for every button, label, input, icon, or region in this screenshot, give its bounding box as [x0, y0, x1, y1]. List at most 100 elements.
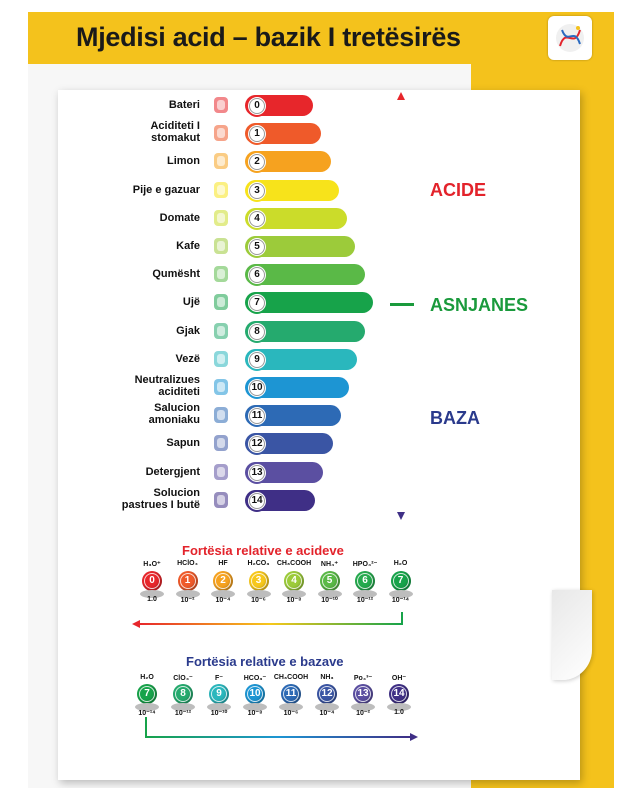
ph-row-label: Gjak [176, 324, 200, 337]
constant-label: 10⁻¹² [356, 597, 374, 604]
ph-row: Pije e gazuar 3 [0, 177, 400, 205]
strength-number: 13 [355, 686, 371, 702]
ph-row: Bateri 0 [0, 92, 400, 120]
ball-shadow [171, 703, 195, 711]
constant-label: 10⁻¹⁰ [210, 710, 228, 717]
publisher-logo [548, 16, 592, 60]
formula-label: ClO₄⁻ [173, 675, 193, 682]
ph-row: Salucion amoniaku 11 [0, 402, 400, 430]
formula-label: H₃O⁺ [143, 561, 161, 568]
ph-value: 0 [249, 98, 265, 114]
ball-shadow [388, 590, 413, 598]
strength-number: 3 [250, 573, 267, 589]
strength-number: 9 [211, 686, 227, 702]
ph-row-label: Ujë [182, 296, 200, 309]
tomato-icon [210, 207, 232, 229]
stomach-icon [210, 376, 232, 398]
formula-label: H₂O [393, 560, 408, 567]
ph-value-badge: 13 [246, 461, 268, 484]
ph-value-badge: 0 [246, 95, 268, 117]
ph-value: 8 [249, 323, 265, 340]
constant-label: 10⁻⁸ [247, 710, 263, 717]
strength-number: 4 [286, 573, 302, 589]
strength-ball: 4 [284, 571, 304, 591]
ph-value-badge: 2 [246, 151, 268, 174]
ph-row-label: Aciditeti I stomakut [150, 120, 200, 145]
constant-label: 10⁻² [180, 597, 195, 604]
ph-row-label: Qumësht [152, 268, 200, 281]
strength-number: 1 [179, 573, 196, 589]
base-strength-title: Fortësia relative e bazave [186, 654, 344, 669]
sink-icon [210, 489, 232, 511]
ph-row-label: Kafe [176, 240, 200, 252]
stomach-icon [210, 122, 232, 144]
strength-ball: 14 [389, 684, 409, 704]
strength-number: 10 [247, 686, 263, 702]
strength-number: 0 [144, 573, 160, 589]
ph-value: 14 [249, 492, 265, 509]
ph-value: 1 [249, 126, 265, 143]
water-bottle-icon [210, 291, 232, 313]
lemon-icon [210, 150, 232, 172]
ball-shadow [243, 703, 267, 711]
blood-tube-icon [210, 320, 232, 342]
battery-icon [210, 94, 232, 116]
strength-number: 14 [391, 686, 407, 702]
ph-row-label: Pije e gazuar [132, 183, 200, 196]
ph-bar [245, 348, 357, 370]
ph-value: 3 [249, 182, 265, 199]
ph-row-label: Domate [159, 211, 200, 224]
strength-number: 11 [283, 686, 299, 702]
ph-value-badge: 4 [246, 207, 268, 230]
ball-shadow [282, 590, 306, 598]
constant-label: 10⁻⁶ [283, 710, 299, 717]
strength-ball: 12 [317, 684, 337, 704]
constant-label: 10⁻¹⁴ [138, 710, 156, 717]
ph-row-label: Detergjent [145, 465, 200, 478]
constant-label: 10⁻¹⁰ [321, 597, 338, 604]
ph-value-badge: 3 [246, 179, 268, 202]
ball-shadow [317, 590, 342, 598]
strength-ball: 10 [245, 684, 265, 704]
ball-shadow [175, 590, 200, 598]
detergent-icon [210, 461, 232, 483]
constant-label: 10⁻¹² [174, 710, 192, 717]
formula-label: NH₃ [320, 674, 334, 681]
constant-label: 10⁻⁸ [286, 597, 302, 604]
ph-row: Sapun 12 [0, 430, 400, 458]
ph-value-badge: 5 [246, 236, 268, 258]
formula-label: H₂CO₃ [247, 560, 270, 567]
ph-row: Aciditeti I stomakut 1 [0, 120, 400, 148]
ball-shadow [246, 590, 271, 598]
constant-label: 10⁻⁴ [319, 710, 335, 717]
base-label: BAZA [430, 408, 480, 428]
ph-value: 13 [249, 464, 265, 481]
ph-row: Qumësht 6 [0, 261, 400, 289]
formula-label: F⁻ [215, 675, 223, 682]
header-band [28, 12, 614, 64]
ball-shadow [351, 703, 375, 711]
ph-value-badge: 14 [246, 489, 268, 512]
strength-ball: 5 [319, 571, 340, 591]
ph-bar [245, 207, 347, 229]
strength-ball: 11 [281, 684, 301, 704]
neutral-label: ASNJANES [430, 295, 529, 315]
formula-label: CH₃COOH [273, 674, 309, 681]
acid-strength-title: Fortësia relative e acideve [182, 543, 344, 558]
ph-row: Limon 2 [0, 148, 400, 176]
formula-label: OH⁻ [391, 675, 407, 682]
ph-row: Vezë 9 [0, 346, 400, 374]
paper-curl [552, 590, 592, 680]
ph-row: Neutralizues aciditeti 10 [0, 374, 400, 402]
ph-row: Solucion pastrues I butë 14 [0, 487, 400, 515]
formula-label: HPO₄²⁻ [352, 561, 378, 568]
constant-label: 10⁻⁶ [251, 597, 266, 604]
ph-value: 2 [249, 154, 265, 171]
ph-bar [245, 236, 355, 257]
ph-value-badge: 8 [246, 320, 268, 343]
ph-bar [245, 377, 349, 398]
strength-number: 2 [215, 573, 231, 589]
formula-label: HClO₄ [177, 560, 198, 567]
ph-row-label: Solucion pastrues I butë [121, 486, 200, 511]
formula-label: Po₄³⁻ [353, 675, 373, 682]
